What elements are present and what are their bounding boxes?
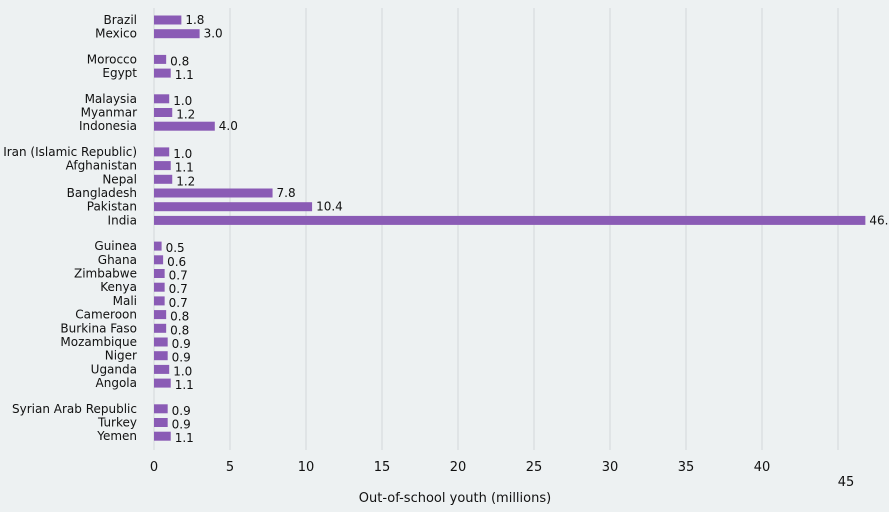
bar <box>154 404 168 414</box>
category-label: Niger <box>105 349 137 363</box>
category-label: Mozambique <box>60 335 137 349</box>
bar <box>154 255 164 265</box>
value-label: 0.9 <box>172 404 191 418</box>
category-label: Mali <box>113 294 137 308</box>
gridlines <box>153 8 839 450</box>
category-label: Angola <box>96 376 137 390</box>
bar <box>154 29 200 39</box>
x-tick-label: 0 <box>150 460 158 475</box>
value-label: 0.9 <box>172 418 191 432</box>
category-label: Nepal <box>102 172 137 186</box>
bar <box>154 337 168 347</box>
bar <box>154 378 171 388</box>
value-label: 1.1 <box>175 378 194 392</box>
value-label: 0.7 <box>169 296 188 310</box>
category-label: Iran (Islamic Republic) <box>3 145 137 159</box>
category-label: Guinea <box>94 239 137 253</box>
value-label: 1.0 <box>173 94 192 108</box>
bar <box>154 296 165 306</box>
value-label: 0.9 <box>172 337 191 351</box>
category-label: Egypt <box>102 66 137 80</box>
category-labels: BrazilMexicoMoroccoEgyptMalaysiaMyanmarI… <box>3 13 137 443</box>
bar <box>154 15 182 25</box>
category-label: Malaysia <box>85 92 137 106</box>
category-label: Turkey <box>97 416 137 430</box>
x-axis-ticks: 0 5 10 15 20 25 30 35 40 45 <box>150 460 854 490</box>
value-label: 3.0 <box>204 27 223 41</box>
x-tick-label: 15 <box>374 460 391 475</box>
x-tick-label: 40 <box>754 460 771 475</box>
category-label: Kenya <box>100 280 137 294</box>
category-label: Mexico <box>95 27 137 41</box>
bar <box>154 108 173 117</box>
bar <box>154 215 866 225</box>
value-label: 0.8 <box>170 310 189 324</box>
value-label: 0.8 <box>170 323 189 337</box>
bar <box>154 431 171 441</box>
value-label: 0.6 <box>167 255 186 269</box>
category-label: Pakistan <box>87 200 137 214</box>
value-label: 1.1 <box>175 68 194 82</box>
category-label: Yemen <box>96 429 137 443</box>
value-label: 1.0 <box>173 364 192 378</box>
value-label: 1.2 <box>176 174 195 188</box>
value-label: 7.8 <box>277 186 296 200</box>
bar <box>154 174 173 184</box>
value-label: 10.4 <box>316 200 343 214</box>
category-label: Myanmar <box>81 106 137 120</box>
bar <box>154 121 215 131</box>
bar <box>154 147 170 157</box>
category-label: Bangladesh <box>67 186 137 200</box>
bars <box>154 15 866 441</box>
category-label: Ghana <box>98 253 137 267</box>
value-label: 1.1 <box>175 431 194 445</box>
bar <box>154 54 167 64</box>
x-tick-label: 30 <box>602 460 619 475</box>
value-label: 1.2 <box>176 108 195 122</box>
value-label: 0.9 <box>172 351 191 365</box>
category-label: Cameroon <box>75 308 137 322</box>
bar <box>154 241 162 251</box>
bar <box>154 188 273 198</box>
category-label: Uganda <box>91 362 137 376</box>
category-label: Syrian Arab Republic <box>12 402 137 416</box>
bar <box>154 364 170 374</box>
bar <box>154 418 168 427</box>
bar <box>154 323 167 333</box>
x-tick-label: 25 <box>526 460 543 475</box>
value-label: 1.8 <box>185 13 204 27</box>
category-label: Burkina Faso <box>60 321 137 335</box>
bar <box>154 351 168 361</box>
value-labels: 1.83.00.81.11.01.24.01.01.11.27.810.446.… <box>166 13 889 445</box>
bar <box>154 94 170 104</box>
category-label: Zimbabwe <box>74 267 137 281</box>
value-label: 0.7 <box>169 269 188 283</box>
category-label: India <box>108 213 137 227</box>
x-axis-title: Out-of-school youth (millions) <box>359 491 551 506</box>
bar <box>154 282 165 292</box>
category-label: Indonesia <box>79 119 137 133</box>
value-label: 1.0 <box>173 147 192 161</box>
bar <box>154 161 171 171</box>
value-label: 46.8 <box>869 213 889 227</box>
bar <box>154 68 171 78</box>
value-label: 0.7 <box>169 282 188 296</box>
x-tick-label: 35 <box>678 460 695 475</box>
value-label: 0.8 <box>170 54 189 68</box>
category-label: Afghanistan <box>66 159 137 173</box>
category-label: Morocco <box>87 52 137 66</box>
value-label: 0.5 <box>166 241 185 255</box>
value-label: 4.0 <box>219 119 238 133</box>
value-label: 1.1 <box>175 161 194 175</box>
x-tick-label: 20 <box>450 460 467 475</box>
x-tick-label: 45 <box>838 475 855 490</box>
bar <box>154 202 313 212</box>
bar <box>154 310 167 320</box>
bar <box>154 269 165 278</box>
category-label: Brazil <box>104 13 138 27</box>
x-tick-label: 10 <box>298 460 315 475</box>
x-tick-label: 5 <box>226 460 234 475</box>
